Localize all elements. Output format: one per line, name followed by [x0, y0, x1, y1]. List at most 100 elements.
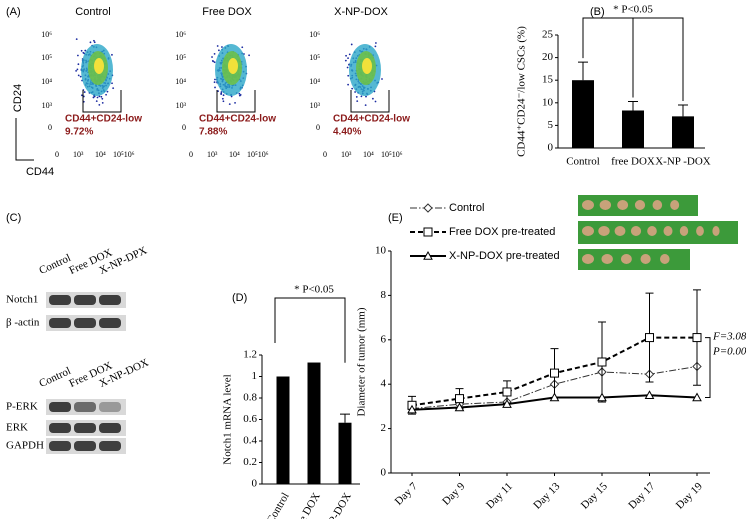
band: [99, 423, 121, 433]
x-tick-label: 10⁵10⁶: [381, 150, 403, 159]
event-dot: [350, 43, 353, 46]
y-tick-label: 0: [548, 142, 554, 154]
tumor: [599, 200, 612, 210]
x-tick-label: 0: [189, 150, 193, 159]
tumor: [630, 226, 642, 236]
gate: [216, 90, 256, 113]
x-tick-label: Day 9: [440, 480, 468, 508]
event-dot: [365, 95, 367, 98]
x-tick-label: free DOX: [611, 156, 655, 168]
gate-percent: 4.40%: [333, 127, 361, 138]
event-dot: [360, 95, 363, 98]
x-tick-label: 10⁴: [229, 150, 240, 159]
panel-label: (E): [388, 212, 403, 224]
event-dot: [374, 45, 377, 48]
event-dot: [228, 103, 231, 105]
band: [49, 295, 71, 305]
tumor: [679, 226, 689, 236]
marker: [645, 333, 654, 343]
event-dot: [346, 66, 349, 69]
plot-title: X-NP-DOX: [334, 6, 388, 18]
event-dot: [77, 63, 80, 66]
event-dot: [93, 41, 96, 44]
band: [49, 318, 71, 328]
x-tick-label: 10³: [73, 150, 84, 159]
y-tick-label: 1.2: [243, 349, 257, 361]
y-axis-label: Notch1 mRNA level: [222, 374, 234, 464]
y-tick-label: 10³: [310, 101, 321, 110]
row-label: P-ERK: [6, 401, 38, 413]
band: [74, 318, 96, 328]
x-tick-label: 10³: [341, 150, 352, 159]
y-tick-label: 0: [316, 123, 320, 132]
gate-label: CD44+CD24-low: [199, 114, 276, 125]
x-tick-label: Day 17: [626, 480, 658, 512]
y-tick-label: 0: [252, 478, 258, 490]
marker: [692, 392, 702, 402]
legend-label: X-NP-DOX pre-treated: [449, 250, 560, 262]
tumor: [601, 254, 613, 264]
x-tick-label: X-NP-DOX: [317, 491, 354, 519]
event-dot: [347, 83, 349, 86]
y-tick-label: 6: [381, 333, 387, 345]
event-dot: [221, 97, 224, 100]
band: [99, 402, 121, 412]
band: [74, 402, 96, 412]
y-tick-label: 1: [252, 370, 258, 382]
significance: * P<0.05: [613, 4, 653, 16]
event-dot: [96, 96, 99, 99]
event-dot: [238, 92, 241, 95]
marker: [407, 404, 417, 414]
y-axis-label: CD44⁺CD24⁻/low CSCs (%): [516, 26, 528, 157]
event-dot: [222, 100, 225, 103]
event-dot: [248, 54, 250, 57]
y-axis-label: CD24: [12, 84, 24, 112]
gate: [82, 90, 122, 113]
marker: [423, 203, 433, 213]
density: [228, 58, 238, 74]
event-dot: [77, 54, 79, 57]
x-tick-label: Day 13: [531, 480, 563, 512]
event-dot: [241, 46, 244, 49]
panel-label: (B): [590, 6, 605, 18]
x-tick-label: 0: [323, 150, 327, 159]
y-tick-label: 15: [542, 74, 554, 86]
x-tick-label: 0: [55, 150, 59, 159]
event-dot: [345, 54, 347, 57]
band: [74, 441, 96, 451]
event-dot: [111, 53, 113, 56]
event-dot: [75, 69, 78, 72]
y-tick-label: 20: [542, 51, 554, 63]
event-dot: [234, 102, 236, 104]
tumor: [634, 200, 646, 210]
y-tick-label: 2: [381, 422, 387, 434]
legend-label: Free DOX pre-treated: [449, 226, 555, 238]
event-dot: [76, 68, 79, 71]
y-tick-label: 10⁵: [309, 53, 320, 62]
bar: [622, 110, 644, 148]
plot-title: Control: [75, 6, 110, 18]
event-dot: [112, 87, 115, 90]
y-tick-label: 0.6: [243, 413, 257, 425]
y-tick-label: 25: [542, 29, 554, 41]
band: [99, 318, 121, 328]
tumor: [660, 254, 670, 264]
row-label: Notch1: [6, 294, 38, 306]
event-dot: [111, 82, 113, 85]
panel-label: (C): [6, 212, 21, 224]
bar: [338, 422, 352, 484]
event-dot: [211, 56, 213, 58]
event-dot: [98, 103, 101, 106]
event-dot: [106, 90, 109, 93]
bracket: [274, 297, 346, 363]
tumor: [712, 226, 720, 236]
event-dot: [348, 53, 351, 56]
legend-label: Control: [449, 202, 484, 214]
event-dot: [374, 100, 377, 103]
event-dot: [213, 52, 216, 55]
tumor: [640, 254, 651, 264]
y-tick-label: 10³: [42, 101, 53, 110]
tumor: [670, 200, 680, 210]
bracket: [582, 17, 684, 102]
